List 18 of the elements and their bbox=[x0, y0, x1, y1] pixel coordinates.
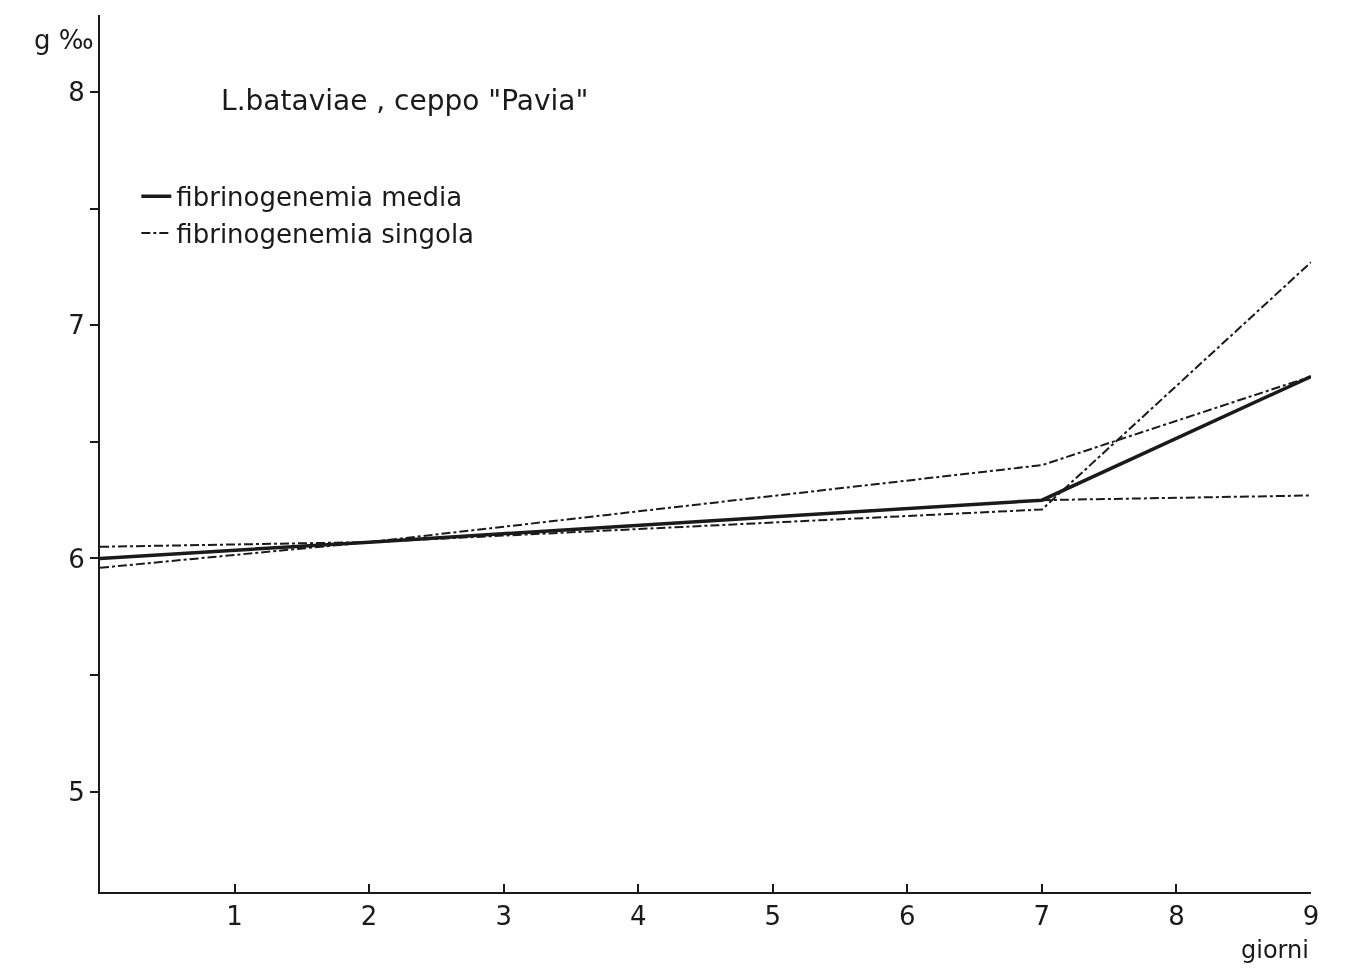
x-axis-title: giorni bbox=[1241, 936, 1309, 964]
x-tick-label: 4 bbox=[629, 901, 647, 932]
x-tick-label: 5 bbox=[764, 901, 782, 932]
y-tick-label: 5 bbox=[68, 776, 85, 807]
x-tick-label: 7 bbox=[1033, 901, 1051, 932]
text: L.bataviae , ceppo "Pavia" bbox=[221, 83, 589, 117]
legend-label: fibrinogenemia singola bbox=[176, 219, 475, 250]
x-tick-label: 8 bbox=[1168, 901, 1185, 932]
y-axis-title: g ‰ bbox=[34, 25, 94, 55]
x-tick-label: 2 bbox=[360, 901, 378, 932]
y-tick-label: 8 bbox=[68, 77, 85, 108]
x-tick-label: 9 bbox=[1302, 901, 1320, 932]
x-tick-label: 6 bbox=[899, 901, 916, 932]
x-tick-label: 3 bbox=[495, 901, 512, 932]
y-tick-label: 6 bbox=[68, 543, 85, 574]
y-tick-label: 7 bbox=[68, 310, 85, 341]
x-tick-label: 1 bbox=[226, 901, 243, 932]
legend-label: fibrinogenemia media bbox=[176, 182, 463, 213]
